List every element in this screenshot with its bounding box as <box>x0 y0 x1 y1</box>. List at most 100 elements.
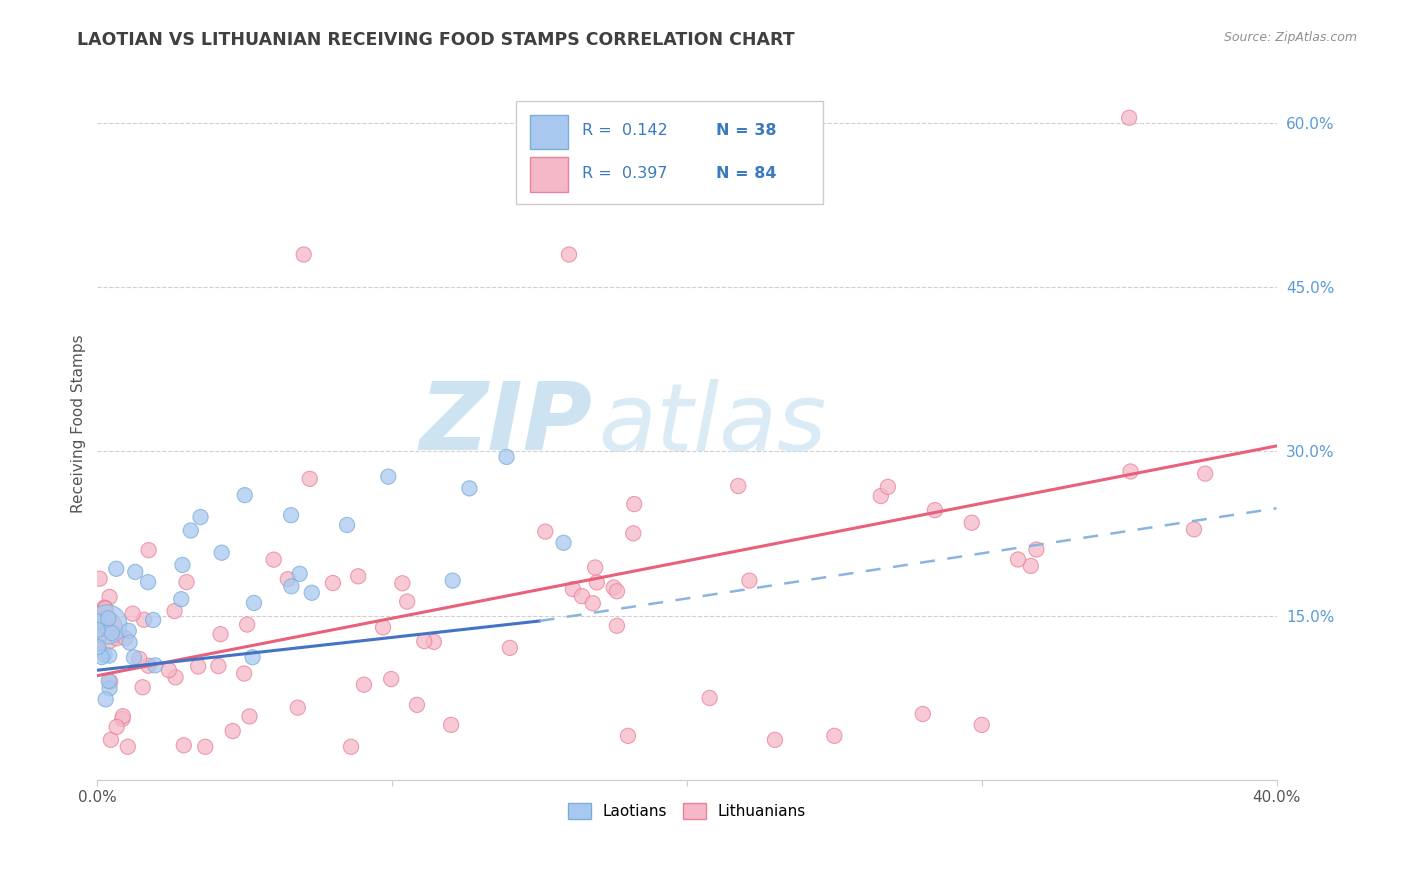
Point <box>499 640 522 655</box>
Point <box>165 670 187 684</box>
Point <box>1119 465 1142 479</box>
Point <box>396 594 419 608</box>
Point <box>558 247 581 261</box>
Point <box>124 565 146 579</box>
FancyBboxPatch shape <box>530 115 568 149</box>
Point <box>101 626 124 640</box>
Point <box>98 590 121 604</box>
Point <box>236 617 259 632</box>
Point <box>93 600 115 615</box>
Legend: Laotians, Lithuanians: Laotians, Lithuanians <box>561 797 813 825</box>
Point <box>142 613 165 627</box>
Point <box>118 624 141 638</box>
Point <box>105 562 128 576</box>
Point <box>97 611 120 625</box>
Point <box>128 652 150 666</box>
Point <box>571 589 593 603</box>
Point <box>97 623 120 637</box>
Point <box>495 450 517 464</box>
FancyBboxPatch shape <box>530 157 568 192</box>
Point <box>353 678 375 692</box>
Point <box>211 546 233 560</box>
Point <box>194 739 217 754</box>
Point <box>738 574 761 588</box>
Point <box>233 666 256 681</box>
Point <box>1182 522 1205 536</box>
Point <box>322 576 344 591</box>
Point <box>699 691 721 706</box>
Point <box>288 566 311 581</box>
Text: LAOTIAN VS LITHUANIAN RECEIVING FOOD STAMPS CORRELATION CHART: LAOTIAN VS LITHUANIAN RECEIVING FOOD STA… <box>77 31 794 49</box>
Text: N = 38: N = 38 <box>717 123 778 138</box>
Point <box>238 709 260 723</box>
Point <box>96 617 118 632</box>
Point <box>111 712 134 726</box>
Point <box>118 635 141 649</box>
Point <box>172 558 194 572</box>
Point <box>553 536 575 550</box>
Point <box>292 247 315 261</box>
Point <box>190 510 212 524</box>
Point <box>100 732 122 747</box>
Point <box>380 672 402 686</box>
Point <box>287 700 309 714</box>
Point <box>336 518 359 533</box>
Point <box>86 623 108 637</box>
Point <box>90 650 112 665</box>
Text: Source: ZipAtlas.com: Source: ZipAtlas.com <box>1223 31 1357 45</box>
Point <box>138 543 160 558</box>
Point <box>121 607 143 621</box>
Point <box>94 601 117 615</box>
Point <box>105 632 128 646</box>
Y-axis label: Receiving Food Stamps: Receiving Food Stamps <box>72 334 86 514</box>
Point <box>301 586 323 600</box>
Point <box>93 648 115 662</box>
Point <box>406 698 429 712</box>
Point <box>89 572 111 586</box>
Point <box>207 659 229 673</box>
Point <box>1019 558 1042 573</box>
Point <box>413 634 436 648</box>
Point <box>960 516 983 530</box>
Point <box>340 739 363 754</box>
Point <box>606 619 628 633</box>
Point <box>1025 542 1047 557</box>
Point <box>87 632 110 646</box>
Point <box>111 709 134 723</box>
Point <box>458 481 481 495</box>
Point <box>347 569 370 583</box>
Point <box>233 488 256 502</box>
Point <box>143 658 166 673</box>
Point <box>170 592 193 607</box>
Point <box>97 673 120 688</box>
Point <box>91 624 114 638</box>
Point <box>371 620 394 634</box>
Point <box>209 627 232 641</box>
Point <box>117 739 139 754</box>
Point <box>869 489 891 503</box>
Point <box>440 718 463 732</box>
Point <box>582 596 605 610</box>
Point <box>924 503 946 517</box>
Point <box>122 650 145 665</box>
Point <box>423 635 446 649</box>
Point <box>280 508 302 523</box>
Point <box>87 640 110 654</box>
Point <box>187 659 209 673</box>
Point <box>561 582 583 596</box>
Point <box>163 604 186 618</box>
Point <box>98 648 121 663</box>
Point <box>222 724 245 739</box>
Point <box>280 579 302 593</box>
Text: atlas: atlas <box>599 378 827 469</box>
Point <box>98 674 121 689</box>
Point <box>263 552 285 566</box>
Point <box>180 524 202 538</box>
Point <box>606 584 628 599</box>
Point <box>727 479 749 493</box>
Point <box>1118 111 1140 125</box>
FancyBboxPatch shape <box>516 101 823 203</box>
Point <box>621 526 644 541</box>
Point <box>823 729 845 743</box>
Point <box>87 615 110 629</box>
